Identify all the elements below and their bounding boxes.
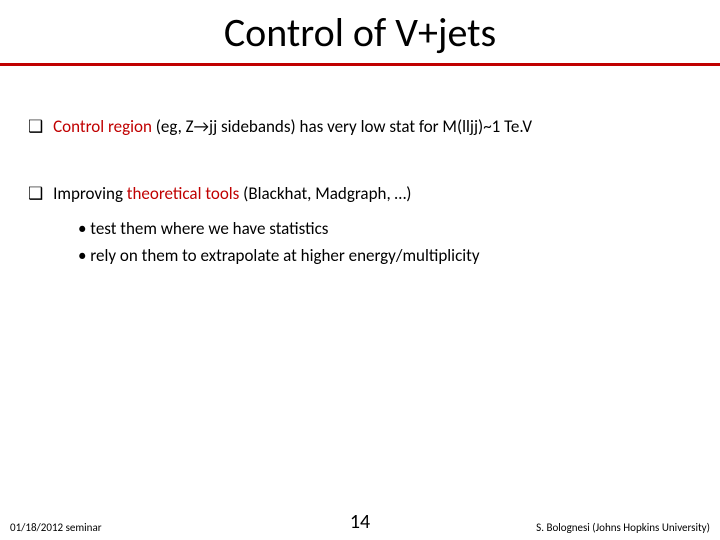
page-number: 14	[350, 510, 370, 534]
bullet-prefix-black: Improving	[53, 183, 127, 204]
content: ❑ Control region (eg, Z→jj sidebands) ha…	[0, 66, 720, 540]
bullet-control-region: ❑ Control region (eg, Z→jj sidebands) ha…	[28, 116, 692, 137]
page-title: Control of V+jets	[224, 8, 496, 57]
bullet-rest: (Blackhat, Madgraph, …)	[239, 183, 411, 204]
square-bullet-icon: ❑	[28, 116, 43, 137]
sub-bullet: • rely on them to extrapolate at higher …	[78, 245, 692, 266]
footer-right: S. Bolognesi (Johns Hopkins University)	[536, 521, 710, 534]
bullet-rest: (eg, Z→jj sidebands) has very low stat f…	[152, 116, 532, 137]
bullet-accent: theoretical tools	[127, 183, 240, 204]
title-block: Control of V+jets	[0, 0, 720, 57]
sub-bullet: • test them where we have statistics	[78, 218, 692, 239]
footer-left: 01/18/2012 seminar	[10, 521, 102, 534]
bullet-accent: Control region	[53, 116, 152, 137]
footer: 01/18/2012 seminar 14 S. Bolognesi (John…	[0, 521, 720, 536]
square-bullet-icon: ❑	[28, 183, 43, 204]
bullet-theoretical-tools: ❑ Improving theoretical tools (Blackhat,…	[28, 183, 692, 266]
